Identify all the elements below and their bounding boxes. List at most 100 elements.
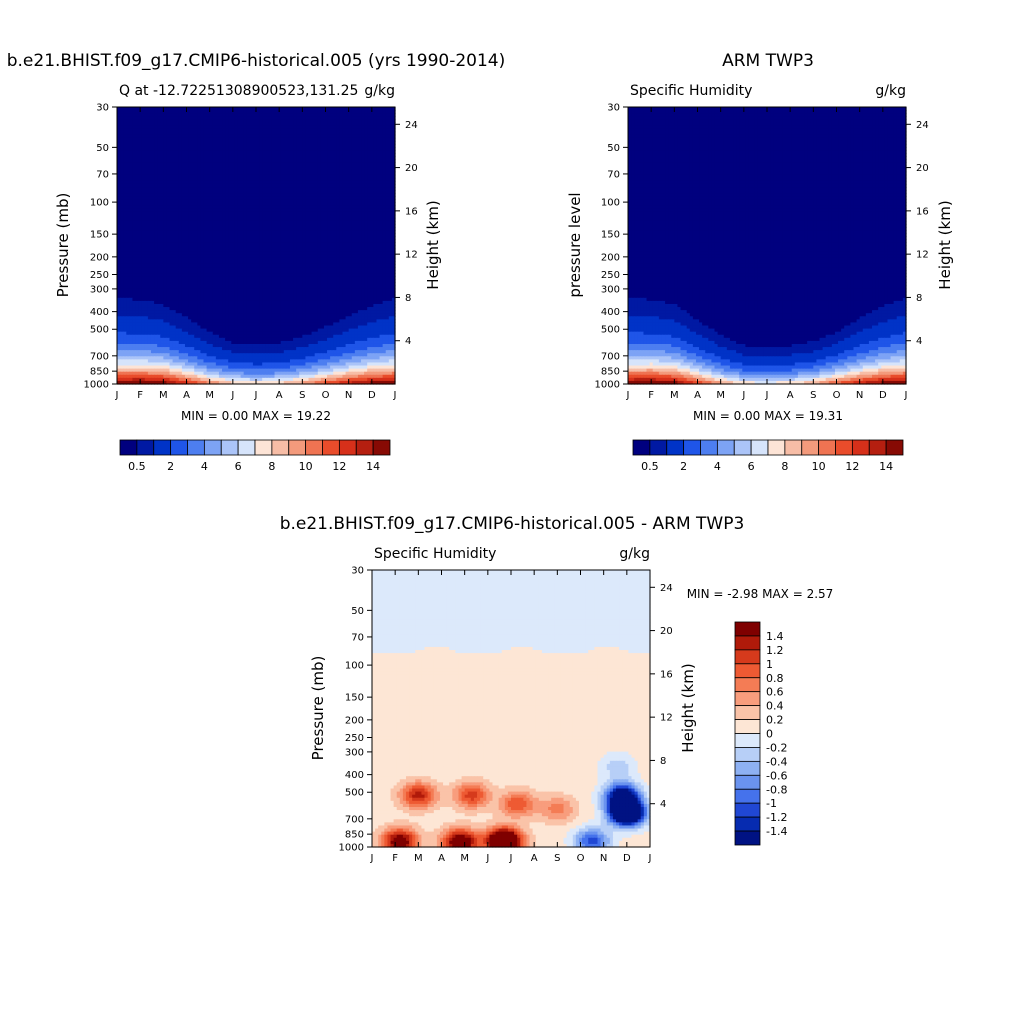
contour-cell <box>314 119 319 123</box>
contour-cell <box>249 183 254 188</box>
contour-cell <box>175 140 180 145</box>
contour-cell <box>379 220 384 225</box>
contour-cell <box>339 217 344 222</box>
contour-cell <box>243 211 248 216</box>
contour-cell <box>246 128 251 133</box>
contour-cell <box>259 107 263 111</box>
contour-cell <box>345 107 350 111</box>
contour-cell <box>379 156 384 160</box>
contour-cell <box>178 110 183 114</box>
contour-cell <box>364 134 368 139</box>
contour-cell <box>200 119 205 123</box>
contour-cell <box>348 116 353 120</box>
contour-cell <box>289 190 294 194</box>
contour-cell <box>373 168 378 173</box>
contour-cell <box>256 147 260 151</box>
contour-cell <box>354 174 359 179</box>
contour-cell <box>367 119 371 123</box>
contour-cell <box>364 159 368 163</box>
contour-cell <box>327 150 331 154</box>
contour-cell <box>132 183 137 188</box>
contour-cell <box>200 174 205 179</box>
contour-cell <box>286 116 291 120</box>
contour-cell <box>191 134 195 139</box>
contour-cell <box>364 131 368 136</box>
contour-cell <box>117 131 121 136</box>
contour-cell <box>123 199 127 204</box>
contour-cell <box>330 202 334 207</box>
contour-cell <box>160 116 164 120</box>
contour-cell <box>342 131 347 136</box>
contour-cell <box>391 217 396 222</box>
contour-cell <box>361 187 365 191</box>
contour-cell <box>323 174 328 179</box>
contour-cell <box>274 140 279 145</box>
contour-cell <box>274 211 279 216</box>
contour-cell <box>283 137 288 142</box>
contour-cell <box>311 193 316 197</box>
contour-cell <box>172 162 177 167</box>
contour-cell <box>271 202 276 207</box>
contour-cell <box>132 147 137 151</box>
contour-cell <box>259 140 263 145</box>
contour-cell <box>339 211 344 216</box>
contour-cell <box>370 168 374 173</box>
contour-cell <box>382 196 387 200</box>
contour-cell <box>268 214 273 219</box>
contour-cell <box>317 177 322 182</box>
contour-cell <box>317 183 322 188</box>
contour-cell <box>231 122 235 127</box>
contour-cell <box>274 165 279 170</box>
contour-cell <box>351 205 356 210</box>
contour-cell <box>311 220 316 225</box>
contour-cell <box>188 205 192 210</box>
contour-cell <box>123 107 127 111</box>
contour-cell <box>299 113 303 117</box>
contour-cell <box>228 217 232 222</box>
contour-cell <box>252 202 257 207</box>
contour-cell <box>175 122 180 127</box>
contour-cell <box>274 187 279 191</box>
contour-cell <box>191 116 195 120</box>
contour-cell <box>323 187 328 191</box>
contour-cell <box>305 156 310 160</box>
contour-cell <box>376 147 381 151</box>
contour-cell <box>132 217 137 222</box>
contour-cell <box>234 134 239 139</box>
contour-cell <box>373 137 378 142</box>
contour-cell <box>200 156 205 160</box>
contour-cell <box>382 174 387 179</box>
contour-cell <box>361 165 365 170</box>
contour-cell <box>157 150 161 154</box>
contour-cell <box>138 180 143 185</box>
contour-cell <box>144 190 149 194</box>
contour-cell <box>184 223 189 228</box>
contour-cell <box>209 159 214 163</box>
contour-cell <box>209 183 214 188</box>
contour-cell <box>271 205 276 210</box>
contour-cell <box>259 190 263 194</box>
contour-cell <box>163 177 168 182</box>
contour-cell <box>379 177 384 182</box>
contour-cell <box>357 113 362 117</box>
contour-cell <box>330 119 334 123</box>
contour-cell <box>163 162 168 167</box>
contour-cell <box>246 220 251 225</box>
contour-cell <box>172 205 177 210</box>
contour-cell <box>256 214 260 219</box>
contour-cell <box>314 174 319 179</box>
contour-cell <box>252 113 257 117</box>
contour-cell <box>339 159 344 163</box>
contour-cell <box>330 140 334 145</box>
contour-cell <box>299 153 303 157</box>
contour-cell <box>215 196 220 200</box>
contour-cell <box>231 183 235 188</box>
contour-cell <box>345 150 350 154</box>
contour-cell <box>209 196 214 200</box>
contour-cell <box>336 162 340 167</box>
contour-cell <box>228 202 232 207</box>
contour-cell <box>206 107 211 111</box>
contour-cell <box>129 153 134 157</box>
contour-cell <box>265 137 269 142</box>
contour-cell <box>150 174 155 179</box>
